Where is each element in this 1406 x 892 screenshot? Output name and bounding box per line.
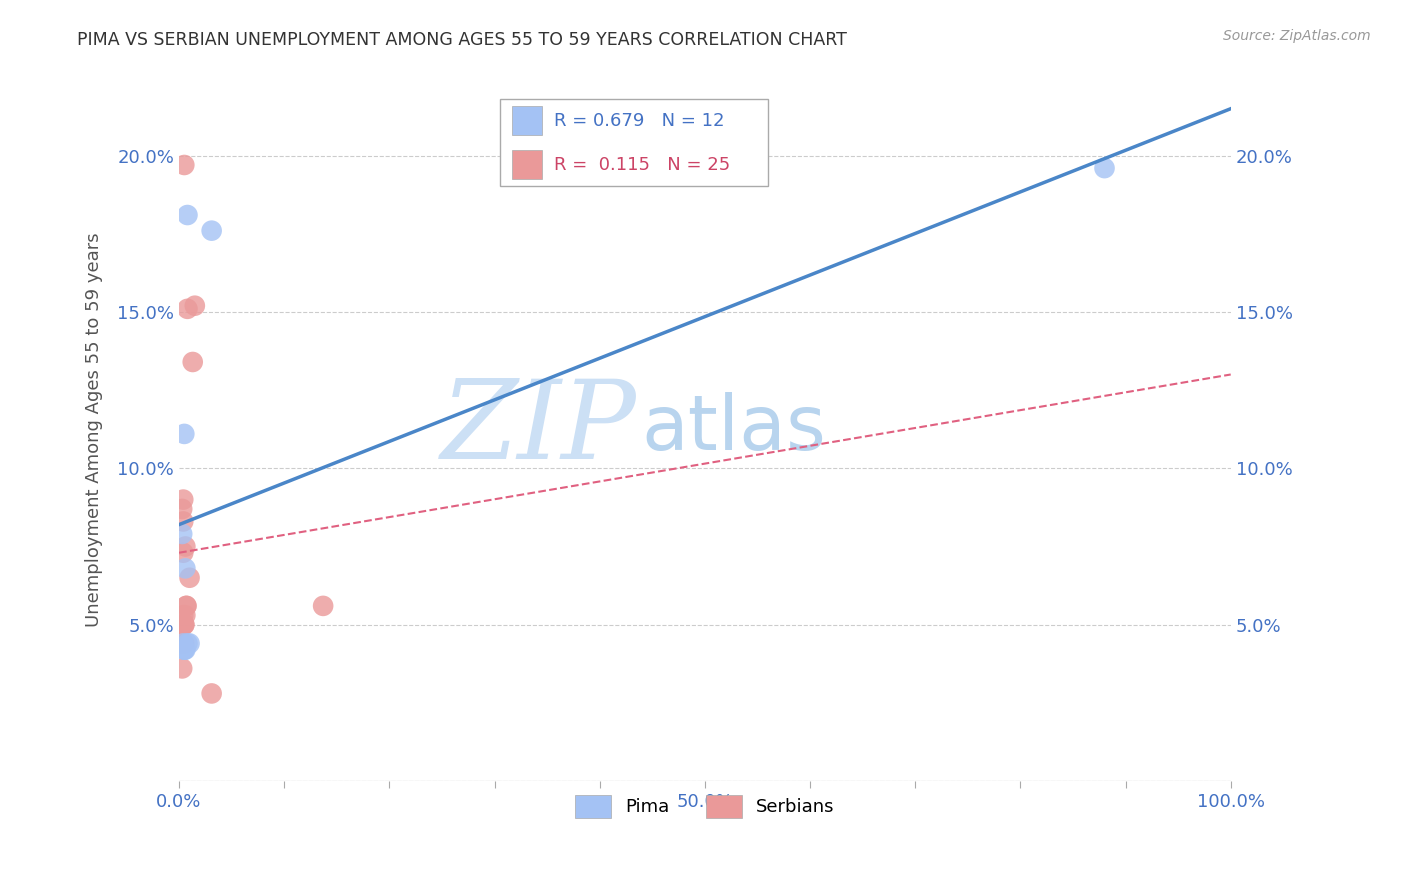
Point [312,599,335,613]
Point [176,599,198,613]
Point [201,224,224,238]
Point [172,527,194,541]
Point [181,355,204,369]
Point [176,208,198,222]
Point [179,571,201,585]
Point [176,301,198,316]
Point [174,642,197,657]
Text: R = 0.679   N = 12: R = 0.679 N = 12 [554,112,725,129]
Point [176,636,198,650]
Point [172,661,194,675]
Point [172,546,194,560]
Point [172,617,194,632]
Text: atlas: atlas [641,392,827,467]
Point [173,642,195,657]
Point [173,642,195,657]
FancyBboxPatch shape [512,106,541,136]
Point [174,561,197,575]
FancyBboxPatch shape [512,150,541,179]
FancyBboxPatch shape [499,98,768,186]
Point [173,617,195,632]
Legend: Pima, Serbians: Pima, Serbians [568,789,842,825]
Point [174,540,197,554]
Point [201,686,224,700]
Point [172,636,194,650]
Point [173,426,195,441]
Point [1094,161,1116,175]
Text: R =  0.115   N = 25: R = 0.115 N = 25 [554,155,731,174]
Y-axis label: Unemployment Among Ages 55 to 59 years: Unemployment Among Ages 55 to 59 years [86,232,103,626]
Point [173,636,195,650]
Point [173,617,195,632]
Point [176,599,198,613]
Point [172,502,194,516]
Text: PIMA VS SERBIAN UNEMPLOYMENT AMONG AGES 55 TO 59 YEARS CORRELATION CHART: PIMA VS SERBIAN UNEMPLOYMENT AMONG AGES … [77,31,848,49]
Point [172,636,194,650]
Point [172,515,194,529]
Point [173,158,195,172]
Point [179,636,201,650]
Point [172,492,194,507]
Point [172,608,194,623]
Text: Source: ZipAtlas.com: Source: ZipAtlas.com [1223,29,1371,43]
Point [172,636,194,650]
Point [172,617,194,632]
Text: ZIP: ZIP [440,376,637,483]
Point [174,608,197,623]
Point [172,636,194,650]
Point [184,299,207,313]
